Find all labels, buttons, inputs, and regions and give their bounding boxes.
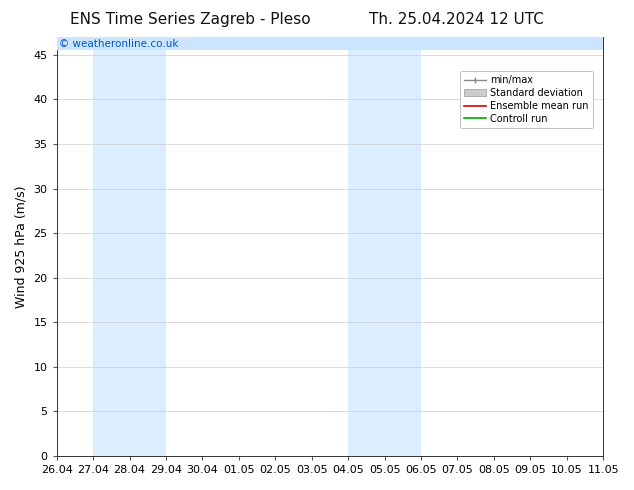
Legend: min/max, Standard deviation, Ensemble mean run, Controll run: min/max, Standard deviation, Ensemble me… — [460, 71, 593, 128]
Bar — [348, 37, 421, 456]
Text: Th. 25.04.2024 12 UTC: Th. 25.04.2024 12 UTC — [369, 12, 544, 27]
Bar — [603, 37, 621, 456]
Y-axis label: Wind 925 hPa (m/s): Wind 925 hPa (m/s) — [15, 185, 28, 308]
Text: ENS Time Series Zagreb - Pleso: ENS Time Series Zagreb - Pleso — [70, 12, 311, 27]
Bar — [56, 37, 603, 49]
Bar — [93, 37, 166, 456]
Text: © weatheronline.co.uk: © weatheronline.co.uk — [60, 39, 179, 49]
